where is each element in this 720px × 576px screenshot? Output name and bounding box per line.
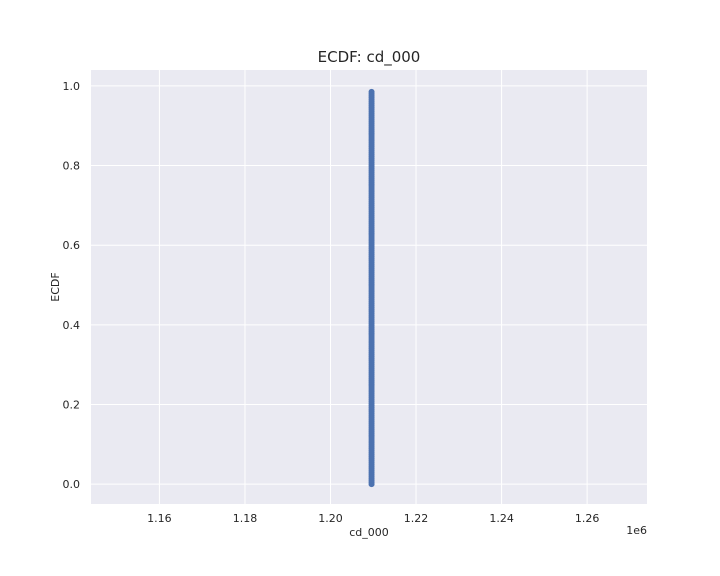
y-tick-label: 0.4: [63, 319, 81, 332]
y-tick-label: 0.6: [63, 239, 81, 252]
series-points: [368, 88, 375, 488]
y-axis-label: ECDF: [49, 272, 62, 301]
x-tick-label: 1.16: [147, 512, 172, 525]
x-offset-label: 1e6: [626, 524, 647, 537]
y-tick-label: 0.0: [63, 478, 81, 491]
x-tick-label: 1.20: [318, 512, 343, 525]
series-point: [368, 88, 375, 95]
x-tick-label: 1.22: [404, 512, 429, 525]
x-tick-label: 1.26: [575, 512, 600, 525]
x-tick-labels: 1.16 1.18 1.20 1.22 1.24 1.26: [147, 512, 599, 525]
x-gridlines: [158, 70, 588, 504]
x-tick-label: 1.18: [233, 512, 258, 525]
y-tick-label: 0.8: [63, 160, 81, 173]
y-tick-label: 1.0: [63, 80, 81, 93]
y-tick-label: 0.2: [63, 398, 81, 411]
x-tick-label: 1.24: [489, 512, 514, 525]
x-axis-label: cd_000: [349, 526, 389, 539]
chart-title: ECDF: cd_000: [318, 48, 421, 67]
y-tick-labels: 0.0 0.2 0.4 0.6 0.8 1.0: [63, 80, 81, 491]
